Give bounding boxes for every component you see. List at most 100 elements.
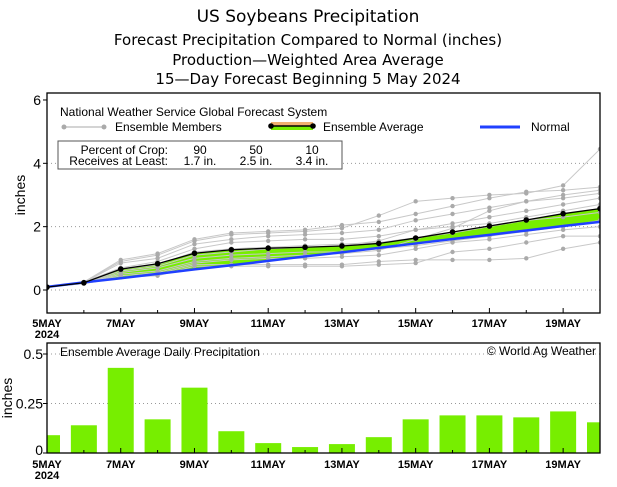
x-tick-label: 11MAY [251,318,287,330]
bar [107,367,134,453]
bar [47,435,60,453]
ensemble-average-point [81,279,87,286]
ensemble-member-point [413,218,418,223]
bar [365,437,392,453]
ensemble-member-point [376,262,381,267]
ensemble-member-line [47,203,600,288]
ensemble-member-point [560,195,566,201]
subtitle-1: Forecast Precipitation Compared to Norma… [114,31,502,49]
ensemble-member-point [266,238,271,244]
normal-line [47,220,600,289]
x-tick-label: 9MAY [180,318,210,330]
ensemble-member-point [376,259,381,264]
ensemble-member-point [413,227,418,233]
ensemble-average-point [47,284,50,290]
legend-average-label: Ensemble Average [323,120,424,134]
legend-members-label: Ensemble Members [115,120,222,134]
plot-frame [46,342,601,454]
bar [513,417,540,453]
cumulative-plot: 0 2 4 6 5MAY 7MAY 9MAY 11MAY 13MAY 15MAY 17MAY 19MA… [32,92,601,341]
ensemble-average-point [412,235,419,241]
bar [181,387,208,453]
ensemble-member-point [118,257,123,263]
crop-row2-value: 2.5 in. [240,154,273,168]
subtitle-3: 15—Day Forecast Beginning 5 May 2024 [155,70,460,88]
plot-frame [46,92,601,314]
ensemble-member-point [192,241,197,247]
ensemble-member-point [302,232,308,237]
ensemble-member-point [229,237,234,242]
ensemble-member-point [229,240,234,245]
ensemble-member-point [524,208,529,214]
ensemble-member-point [450,249,455,255]
ensemble-member-point [524,256,529,261]
credit: © World Ag Weather [487,344,596,358]
x-tick-label: 19MAY [545,459,581,471]
ensemble-member-point [560,246,566,252]
ensemble-member-point [192,256,197,261]
ensemble-member-point [413,246,418,252]
ensemble-member-point [487,208,492,214]
legend-below-swatch [271,126,313,130]
bar [550,411,577,453]
x-tick-label: 5MAY [32,459,62,471]
crop-row2-label: Receives at Least: [69,154,168,168]
plot-area [47,146,600,290]
bars [47,367,600,453]
ensemble-member-point [560,233,566,239]
ensemble-member-point [413,211,418,217]
ensemble-member-point [339,264,345,269]
ensemble-member-point [302,237,308,242]
x-tick-label: 7MAY [106,318,136,330]
ensemble-member-line [47,148,600,288]
crop-row1-value: 50 [249,143,263,157]
ensemble-member-point [302,227,308,233]
ensemble-member-point [229,230,234,236]
ensemble-member-point [487,246,492,252]
ensemble-average-point [523,217,530,223]
ensemble-member-point [155,256,160,261]
x-tick-label: 13MAY [324,459,360,471]
legend-average-dot [310,123,316,129]
ensemble-member-point [376,233,381,239]
bar [70,425,97,453]
ensemble-member-point [560,192,566,198]
bar [218,431,245,453]
ensemble-member-point [266,233,271,239]
ensemble-member-point [302,264,308,269]
ensemble-average-point [265,245,272,251]
y-axis-label-bottom: inches [0,378,15,418]
x-tick-label: 17MAY [472,459,508,471]
x-tick-label: 15MAY [398,459,434,471]
ensemble-member-point [560,188,566,193]
ensemble-member-point [192,260,197,266]
ensemble-member-point [155,265,160,271]
ensemble-average-point [191,250,198,257]
ensemble-member-point [376,227,381,233]
ensemble-member-point [266,251,271,256]
ensemble-average-line [47,207,600,288]
ensemble-average-point [560,210,566,217]
ensemble-member-point [192,237,197,242]
ensemble-member-point [450,221,455,226]
ensemble-average-point [376,240,382,247]
y-tick-label: 0 [35,442,43,458]
ensemble-member-line [47,186,600,288]
ensemble-member-point [302,249,308,255]
ensemble-member-point [192,246,197,252]
x-tick-year: 2024 [35,470,60,482]
ensemble-member-point [450,257,455,263]
x-tick-label: 9MAY [180,459,210,471]
crop-row1-value: 90 [193,143,207,157]
ensemble-member-point [229,257,234,263]
x-tick-label: 15MAY [398,318,434,330]
subtitle-2: Production—Weighted Area Average [172,51,443,69]
ensemble-member-point [376,219,381,225]
ensemble-average-point [339,243,345,249]
bar [439,415,466,453]
crop-row1-label: Percent of Crop: [81,143,168,157]
x-tick-label: 5MAY [32,318,62,330]
ensemble-member-point [118,260,123,266]
ensemble-member-point [450,203,455,209]
